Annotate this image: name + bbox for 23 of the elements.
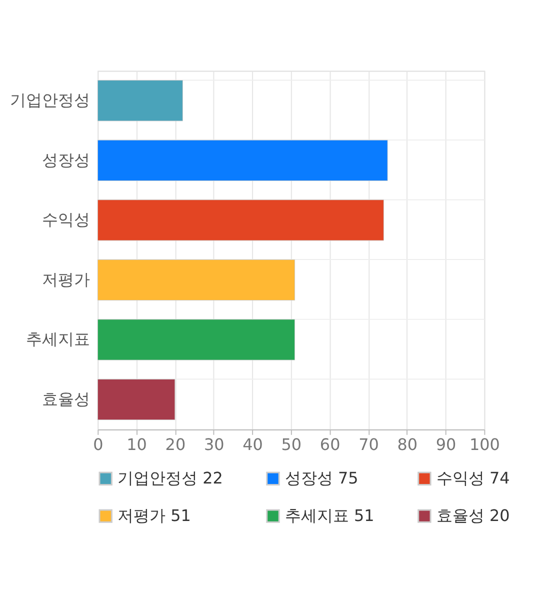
y-tick-label: 수익성 xyxy=(42,210,90,230)
x-tick-label: 30 xyxy=(204,434,224,454)
legend-label: 성장성 75 xyxy=(284,468,358,488)
y-tick-label: 추세지표 xyxy=(26,330,90,349)
y-tick-label: 저평가 xyxy=(42,270,90,289)
x-tick-label: 90 xyxy=(436,434,456,454)
y-tick-label: 성장성 xyxy=(42,150,90,170)
legend-label: 기업안정성 22 xyxy=(118,468,223,488)
x-tick-label: 50 xyxy=(281,434,302,454)
y-tick-label: 효율성 xyxy=(42,389,90,408)
x-tick-label: 80 xyxy=(397,434,418,454)
y-tick-label: 기업안정성 xyxy=(10,90,90,110)
x-tick-label: 10 xyxy=(126,434,147,454)
x-tick-label: 100 xyxy=(469,434,500,454)
legend-label: 효율성 20 xyxy=(436,506,510,526)
legend-label: 저평가 51 xyxy=(118,506,191,526)
x-tick-label: 40 xyxy=(242,434,263,454)
x-tick-label: 60 xyxy=(320,434,340,454)
x-tick-label: 20 xyxy=(165,434,186,454)
x-tick-label: 0 xyxy=(93,434,104,454)
legend-label: 수익성 74 xyxy=(436,468,510,488)
legend-label: 추세지표 51 xyxy=(284,506,374,526)
x-tick-label: 70 xyxy=(358,434,379,454)
